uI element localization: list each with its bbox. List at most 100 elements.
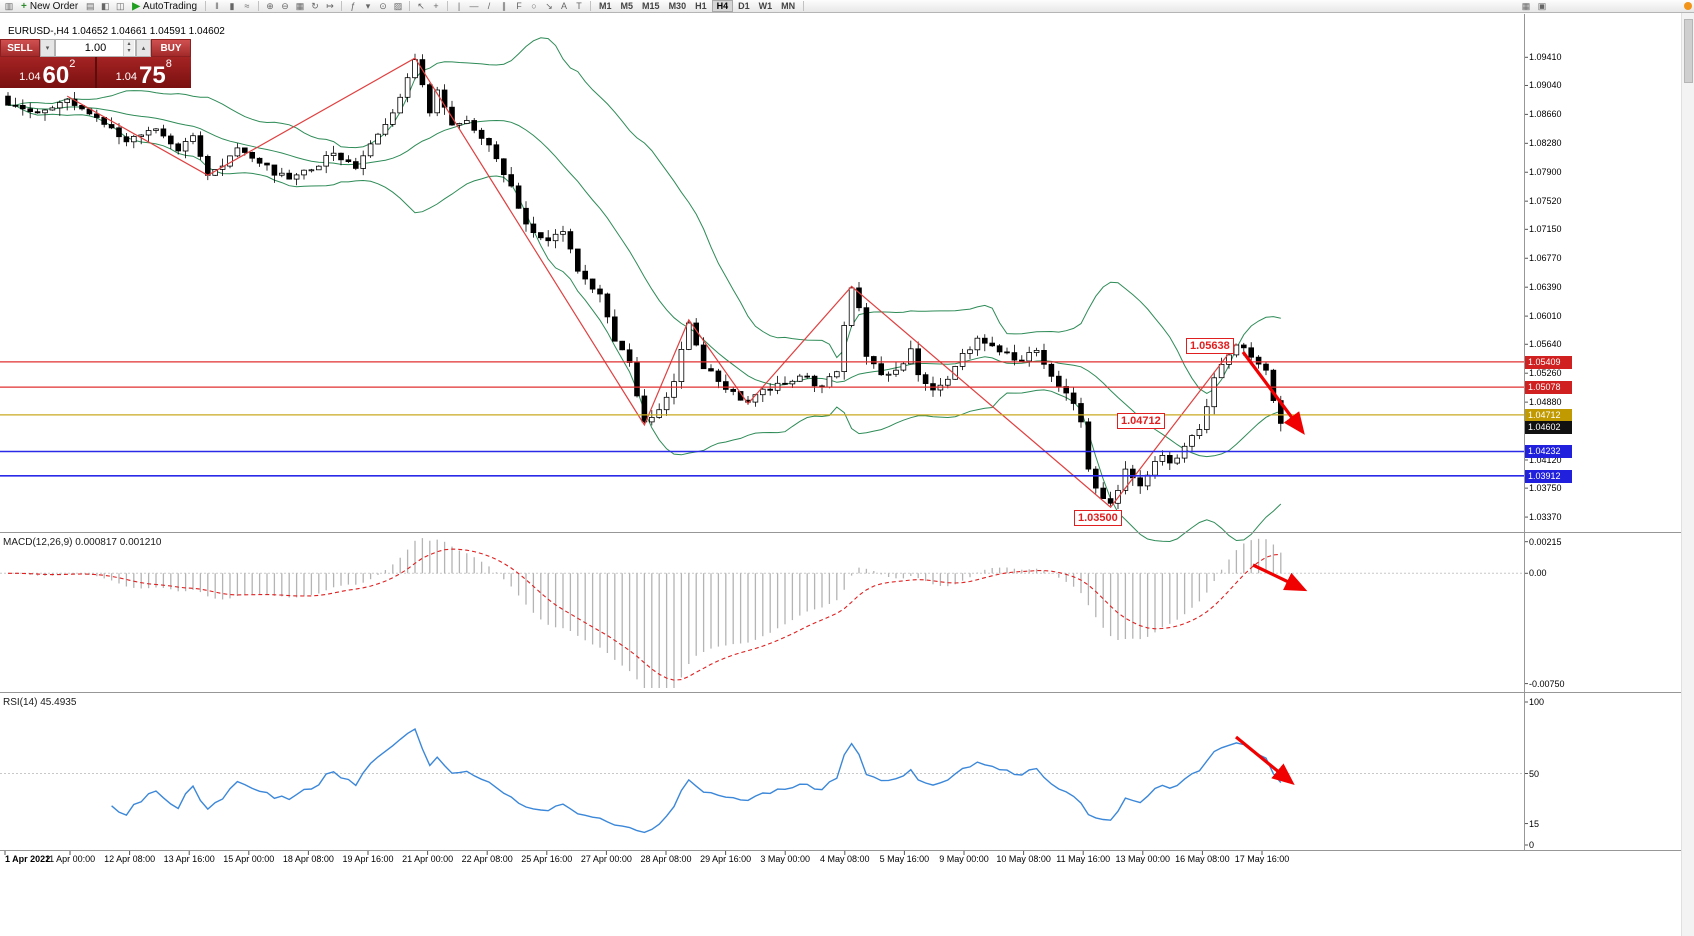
timeframe-m1-button[interactable]: M1 xyxy=(599,1,612,11)
trendline-icon[interactable]: / xyxy=(487,1,491,11)
navigator-icon[interactable]: ◫ xyxy=(115,1,125,11)
toolbar-separator xyxy=(447,1,449,11)
zoom-out-icon[interactable]: ⊖ xyxy=(281,1,289,11)
volume-dropdown-button[interactable]: ▾ xyxy=(40,39,55,57)
hline-price-label: 1.04232 xyxy=(1525,445,1572,459)
rsi-panel xyxy=(0,727,1524,834)
one-click-trading-panel: SELL ▾ 1.00 ▴ ▾ ▴ BUY 1.04 60 2 1.04 75 8 xyxy=(0,39,191,88)
chart-shift-icon[interactable]: ↦ xyxy=(326,1,334,11)
time-axis-label: 27 Apr 00:00 xyxy=(580,854,632,864)
vertical-line-icon[interactable]: | xyxy=(457,1,461,11)
crosshair-icon[interactable]: + xyxy=(433,1,439,11)
scrollbar-thumb[interactable] xyxy=(1684,19,1693,83)
time-axis-label: 16 May 08:00 xyxy=(1175,854,1230,864)
indicators-dropdown-icon[interactable]: ▾ xyxy=(365,1,371,11)
price-axis-label: 1.04880 xyxy=(1529,397,1562,408)
timeframe-d1-button[interactable]: D1 xyxy=(738,1,750,11)
time-axis-label: 4 May 08:00 xyxy=(820,854,870,864)
buy-price-display[interactable]: 1.04 75 8 xyxy=(96,57,191,88)
timeframe-m5-button[interactable]: M5 xyxy=(620,1,634,11)
macd-panel xyxy=(0,538,1524,688)
fibonacci-icon[interactable]: F xyxy=(516,1,522,11)
time-axis-label: 12 Apr 08:00 xyxy=(104,854,156,864)
timeframe-h1-button[interactable]: H1 xyxy=(695,1,707,11)
text-icon[interactable]: A xyxy=(561,1,568,11)
hline-price-label: 1.05078 xyxy=(1525,381,1572,395)
trend-arrows xyxy=(1234,351,1308,786)
new-order-icon: + xyxy=(21,0,27,12)
time-axis-label: 1 Apr 2022 xyxy=(5,854,51,864)
time-axis-label: 17 May 16:00 xyxy=(1234,854,1290,864)
volume-value: 1.00 xyxy=(84,42,107,54)
horizontal-lines xyxy=(0,361,1524,477)
bid-price-prefix: 1.04 xyxy=(19,71,41,83)
rsi-scale-label: 100 xyxy=(1529,697,1545,707)
zigzag-lines xyxy=(66,57,1237,509)
price-axis-label: 1.07900 xyxy=(1529,167,1562,178)
vertical-scrollbar[interactable] xyxy=(1681,13,1694,936)
market-watch-icon[interactable]: ▤ xyxy=(85,1,95,11)
horizontal-line-icon[interactable]: — xyxy=(469,1,479,11)
price-axis-label: 1.06390 xyxy=(1529,282,1562,293)
toolbar-separator xyxy=(803,1,805,11)
time-axis-label: 9 May 00:00 xyxy=(939,854,989,864)
timeframe-m15-button[interactable]: M15 xyxy=(642,1,660,11)
candlestick-chart-icon[interactable]: ▮ xyxy=(229,1,235,11)
timeframe-w1-button[interactable]: W1 xyxy=(758,1,773,11)
text-label-icon[interactable]: T xyxy=(576,1,582,11)
notification-dot-icon xyxy=(1684,2,1692,10)
time-axis-label: 19 Apr 16:00 xyxy=(342,854,394,864)
autotrading-button[interactable]: ▶ AutoTrading xyxy=(128,0,201,12)
volume-increase-button[interactable]: ▴ xyxy=(127,41,131,47)
timeframe-h4-button[interactable]: H4 xyxy=(711,0,734,12)
time-axis-label: 10 May 08:00 xyxy=(996,854,1051,864)
templates-icon[interactable]: ▨ xyxy=(393,1,403,11)
toolbar: ▥ + New Order ▤ ◧ ◫ ▶ AutoTrading ‖ ▮ ≈ ⊕ ⊖ ▦ ↻ ↦ ƒ ▾ ⊙ ▨ ↖ +… xyxy=(0,0,1694,13)
autotrading-icon: ▶ xyxy=(132,0,140,12)
tile-windows-icon[interactable]: ▦ xyxy=(295,1,305,11)
volume-input[interactable]: 1.00 ▴ ▾ xyxy=(55,39,136,57)
dock-chart-icon[interactable]: ▦ xyxy=(1521,1,1531,11)
channel-icon[interactable]: ∥ xyxy=(501,1,507,11)
cursor-icon[interactable]: ↖ xyxy=(417,1,425,11)
volume-spinner[interactable]: ▴ ▾ xyxy=(123,40,134,56)
auto-scroll-icon[interactable]: ↻ xyxy=(311,1,319,11)
bar-chart-icon[interactable]: ‖ xyxy=(215,1,219,11)
toolbar-separator xyxy=(205,1,207,11)
data-window-icon[interactable]: ◧ xyxy=(100,1,110,11)
shapes-icon[interactable]: ○ xyxy=(531,1,537,11)
time-axis-label: 18 Apr 08:00 xyxy=(282,854,334,864)
periods-dropdown-icon[interactable]: ⊙ xyxy=(379,1,387,11)
bollinger-middle xyxy=(8,104,1281,458)
sell-button[interactable]: SELL xyxy=(0,39,40,57)
sell-price-display[interactable]: 1.04 60 2 xyxy=(0,57,95,88)
line-chart-icon[interactable]: ≈ xyxy=(244,1,250,11)
buy-button[interactable]: BUY xyxy=(151,39,191,57)
zoom-in-icon[interactable]: ⊕ xyxy=(266,1,274,11)
quote-divider xyxy=(94,57,97,88)
hline-price-label: 1.03912 xyxy=(1525,469,1572,483)
time-axis-label: 11 Apr 00:00 xyxy=(44,854,96,864)
time-axis-label: 29 Apr 16:00 xyxy=(700,854,752,864)
current-price-label: 1.04602 xyxy=(1525,421,1572,435)
macd-scale-label: -0.00750 xyxy=(1529,678,1565,689)
timeframe-m30-button[interactable]: M30 xyxy=(668,1,687,11)
volume-decrease-button[interactable]: ▾ xyxy=(127,48,131,54)
new-order-button[interactable]: + New Order xyxy=(17,0,82,12)
new-order-button-label: New Order xyxy=(29,0,79,12)
arrow-tool-icon[interactable]: ↘ xyxy=(545,1,553,11)
price-axis-label: 1.03370 xyxy=(1529,512,1562,523)
toolbar-separator xyxy=(341,1,343,11)
new-chart-icon[interactable]: ▥ xyxy=(4,1,14,11)
indicators-icon[interactable]: ƒ xyxy=(350,1,356,11)
maximize-chart-icon[interactable]: ▣ xyxy=(1537,1,1547,11)
price-axis-label: 1.06010 xyxy=(1529,311,1562,322)
volume-step-button[interactable]: ▴ xyxy=(136,39,151,57)
bollinger-upper xyxy=(7,37,1281,394)
rsi-scale-label: 15 xyxy=(1529,818,1540,829)
price-axis-label: 1.06770 xyxy=(1529,253,1562,264)
timeframe-mn-button[interactable]: MN xyxy=(781,1,796,11)
macd-scale-label: 0.00215 xyxy=(1529,536,1562,547)
rsi-scale-label: 0 xyxy=(1529,840,1535,850)
